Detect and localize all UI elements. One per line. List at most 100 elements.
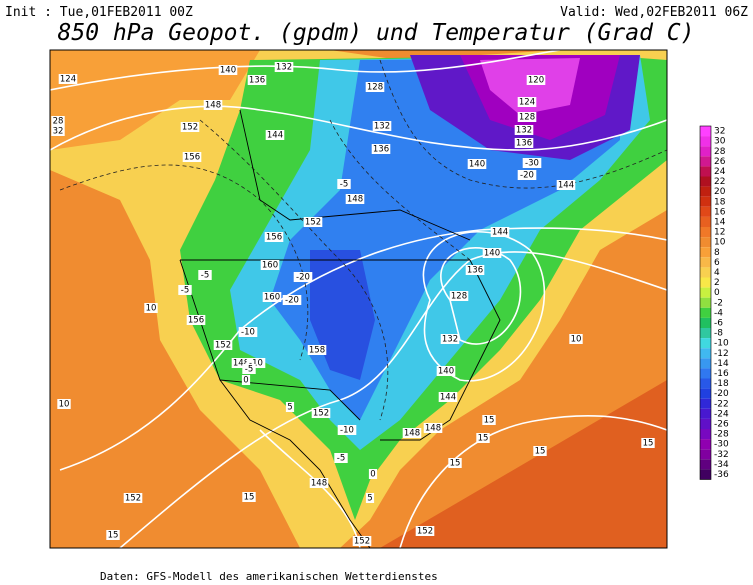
- colorbar-swatch: [700, 418, 711, 429]
- label-box: [467, 159, 487, 169]
- contour-label: 152: [305, 218, 321, 228]
- contour-label: 136: [373, 145, 389, 155]
- label-box: [144, 303, 158, 313]
- label-box: [517, 97, 537, 107]
- colorbar-label: -26: [714, 419, 729, 429]
- label-box: [448, 458, 462, 468]
- contour-label: 148: [404, 429, 420, 439]
- contour-label: 10: [59, 400, 70, 410]
- label-box: [352, 536, 372, 546]
- colorbar-swatch: [700, 257, 711, 268]
- colorbar-swatch: [700, 156, 711, 167]
- colorbar-label: -4: [714, 308, 723, 318]
- contour-label: 148: [347, 195, 363, 205]
- label-box: [372, 121, 392, 131]
- colorbar-label: 24: [714, 167, 726, 177]
- colorbar-swatch: [700, 449, 711, 460]
- contour-label: 140: [484, 249, 500, 259]
- label-box: [231, 358, 251, 368]
- colorbar-label: 8: [714, 248, 720, 258]
- label-box: [345, 194, 365, 204]
- label-box: [246, 358, 266, 368]
- label-box: [260, 260, 280, 270]
- colorbar-swatch: [700, 227, 711, 238]
- contour-label: 158: [309, 346, 325, 356]
- contour-label: 132: [374, 122, 390, 132]
- contour-label: 15: [244, 493, 255, 503]
- colorbar-label: -24: [714, 409, 729, 419]
- colorbar-swatch: [700, 287, 711, 298]
- label-box: [482, 248, 502, 258]
- label-box: [262, 292, 282, 302]
- contour-label: -5: [181, 286, 189, 296]
- label-box: [58, 74, 78, 84]
- colorbar-swatch: [700, 408, 711, 419]
- label-box: [198, 270, 212, 280]
- label-box: [303, 217, 323, 227]
- label-box: [517, 170, 537, 180]
- label-box: [307, 345, 327, 355]
- contour-label: -30: [525, 159, 539, 169]
- label-box: [514, 138, 534, 148]
- label-box: [482, 415, 496, 425]
- colorbar-label: 4: [714, 268, 720, 278]
- contour-label: 156: [188, 316, 204, 326]
- colorbar-label: 14: [714, 217, 726, 227]
- map-frame: [49, 49, 668, 549]
- colorbar-swatch: [700, 277, 711, 288]
- label-box: [293, 272, 313, 282]
- contour-label: 152: [182, 123, 198, 133]
- label-box: [641, 438, 655, 448]
- label-box: [438, 392, 458, 402]
- label-box: [371, 144, 391, 154]
- contour-label: 152: [215, 341, 231, 351]
- contour-label: 144: [267, 131, 283, 141]
- colorbar-label: 6: [714, 258, 720, 268]
- colorbar-label: 26: [714, 157, 726, 167]
- colorbar-swatch: [700, 338, 711, 349]
- colorbar-swatch: [700, 166, 711, 177]
- contour-label: 148: [205, 101, 221, 111]
- contour-label: 148: [311, 479, 327, 489]
- label-box: [517, 112, 537, 122]
- label-box: [337, 425, 357, 435]
- contour-label: 148: [425, 424, 441, 434]
- label-box: [309, 478, 329, 488]
- title: 850 hPa Geopot. (gpdm) und Temperatur (G…: [58, 20, 695, 46]
- colorbar-label: -8: [714, 329, 723, 339]
- label-box: [533, 446, 547, 456]
- label-box: [241, 375, 251, 385]
- colorbar-swatch: [700, 136, 711, 147]
- colorbar-label: -22: [714, 399, 729, 409]
- label-box: [213, 340, 233, 350]
- label-box: [238, 327, 258, 337]
- colorbar-swatch: [700, 469, 711, 480]
- contour-label: 148: [233, 359, 249, 369]
- contour-label: -5: [340, 180, 348, 190]
- contour-label: -10: [241, 328, 255, 338]
- colorbar-label: 28: [714, 147, 726, 157]
- colorbar-swatch: [700, 398, 711, 409]
- label-box: [415, 526, 435, 536]
- contour-label: -5: [245, 365, 253, 375]
- label-box: [178, 285, 192, 295]
- contour-label: 15: [535, 447, 546, 457]
- contour-label: 160: [262, 261, 278, 271]
- colorbar-label: 10: [714, 238, 726, 248]
- label-box: [282, 295, 302, 305]
- label-box: [526, 75, 546, 85]
- label-box: [436, 366, 456, 376]
- label-box: [556, 180, 576, 190]
- contour-label: 28: [53, 117, 64, 127]
- colorbar-label: -20: [714, 389, 729, 399]
- label-box: [51, 116, 65, 126]
- contour-label: 160: [264, 293, 280, 303]
- contour-label: 128: [451, 292, 467, 302]
- contour-label: 128: [519, 113, 535, 123]
- colorbar-swatch: [700, 196, 711, 207]
- colorbar-swatch: [700, 317, 711, 328]
- label-box: [57, 399, 71, 409]
- contour-label: 15: [450, 459, 461, 469]
